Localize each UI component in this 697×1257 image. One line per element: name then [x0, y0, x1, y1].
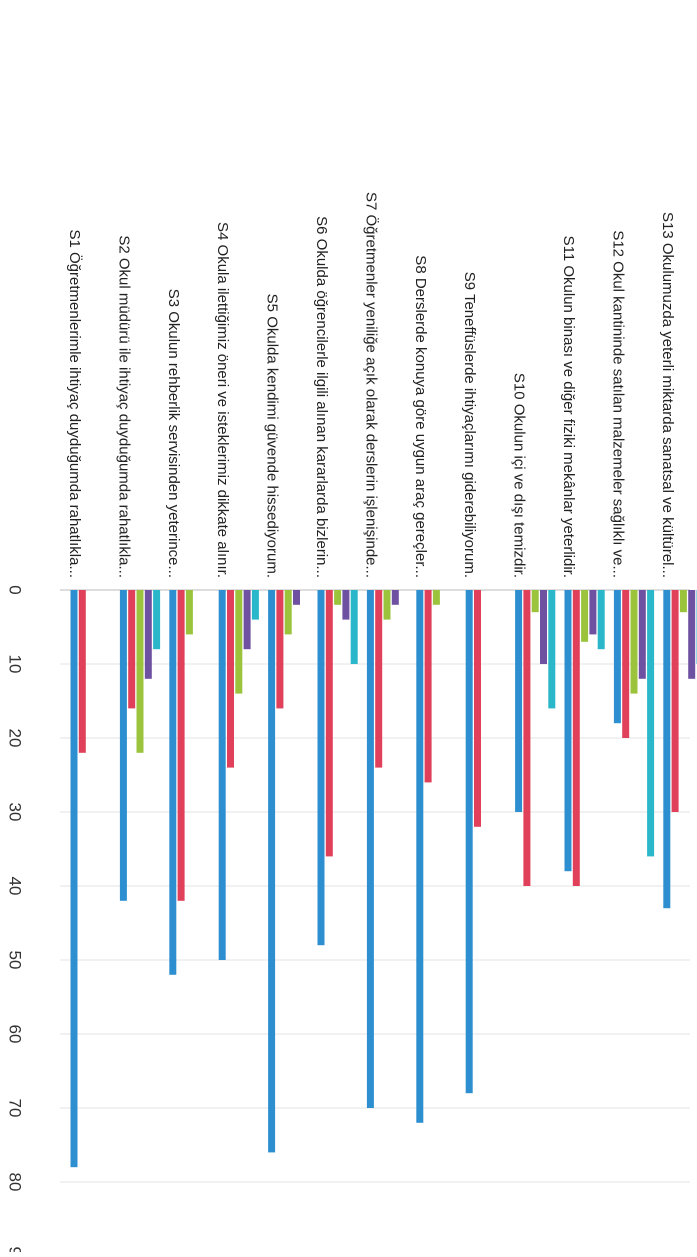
value-tick-label: 60: [6, 1025, 25, 1044]
bar: [276, 590, 283, 708]
bar: [79, 590, 86, 753]
category-label: S1 Öğretmenlerimle ihtiyaç duyduğumda ra…: [66, 229, 84, 578]
bar: [71, 590, 78, 1167]
value-tick-label: 0: [6, 585, 25, 594]
bar: [639, 590, 646, 679]
bar: [433, 590, 440, 605]
bar: [474, 590, 481, 827]
bar: [663, 590, 670, 908]
bar: [169, 590, 176, 975]
bar: [293, 590, 300, 605]
bar: [532, 590, 539, 612]
bar: [137, 590, 144, 753]
bar: [244, 590, 251, 649]
bar: [120, 590, 127, 901]
bar: [416, 590, 423, 1123]
bar: [375, 590, 382, 768]
bar: [351, 590, 358, 664]
bar: [647, 590, 654, 856]
category-label: S5 Okulda kendimi güvende hissediyorum.: [264, 294, 281, 578]
bar: [614, 590, 621, 723]
bar: [523, 590, 530, 886]
bar: [688, 590, 695, 679]
value-tick-label: 80: [6, 1173, 25, 1192]
bar: [672, 590, 679, 812]
bar: [392, 590, 399, 605]
bar: [565, 590, 572, 871]
bar: [268, 590, 275, 1152]
bar: [384, 590, 391, 620]
bar: [598, 590, 605, 649]
bar: [425, 590, 432, 782]
bar: [680, 590, 687, 612]
bar: [515, 590, 522, 812]
value-tick-label: 10: [6, 655, 25, 674]
bar: [145, 590, 152, 679]
category-label: S2 Okul müdürü ile ihtiyaç duyduğumda ra…: [115, 235, 132, 578]
category-label: S9 Teneffüslerde ihtiyaçlarımı giderebil…: [461, 272, 478, 578]
bar: [334, 590, 341, 605]
category-label: S8 Derslerde konuya göre uygun araç gere…: [412, 255, 429, 578]
bar: [589, 590, 596, 634]
category-label: S13 Okulumuzda yeterli miktarda sanatsal…: [659, 212, 676, 578]
bar: [342, 590, 349, 620]
bar: [318, 590, 325, 945]
category-label: S10 Okulun içi ve dışı temizdir.: [511, 373, 528, 578]
value-tick-label: 90: [6, 1247, 25, 1252]
value-tick-label: 40: [6, 877, 25, 896]
value-tick-label: 30: [6, 803, 25, 822]
bar: [235, 590, 242, 694]
category-label: S6 Okulda öğrencilerle ilgili alınan kar…: [313, 216, 330, 578]
bar: [631, 590, 638, 694]
bar: [219, 590, 226, 960]
bar: [548, 590, 555, 708]
bar: [227, 590, 234, 768]
bar: [540, 590, 547, 664]
bar: [285, 590, 292, 634]
bar: [186, 590, 193, 634]
value-axis-ticks: 0 10 20 30 40 50 60 70 80 90: [6, 585, 25, 1252]
bar: [367, 590, 374, 1108]
bar: [326, 590, 333, 856]
bar: [178, 590, 185, 901]
grid-lines: [60, 590, 690, 1252]
category-label: S11 Okulun binası ve diğer fiziki mekânl…: [560, 236, 577, 578]
category-label: S3 Okulun rehberlik servisinden yeterinc…: [165, 289, 182, 578]
bar: [622, 590, 629, 738]
value-tick-label: 20: [6, 729, 25, 748]
bar: [252, 590, 259, 620]
bar: [128, 590, 135, 708]
value-tick-label: 50: [6, 951, 25, 970]
bar: [573, 590, 580, 886]
value-tick-label: 70: [6, 1099, 25, 1118]
bars: [71, 590, 697, 1167]
category-label: S7 Öğretmenler yeniliğe açık olarak ders…: [362, 192, 380, 578]
category-label: S12 Okul kantininde satılan malzemeler s…: [609, 230, 626, 578]
bar: [466, 590, 473, 1093]
category-label: S4 Okula ilettiğimiz öneri ve isteklerim…: [214, 222, 231, 578]
category-labels: S1 Öğretmenlerimle ihtiyaç duyduğumda ra…: [66, 192, 676, 578]
bar: [581, 590, 588, 642]
bar: [153, 590, 160, 649]
